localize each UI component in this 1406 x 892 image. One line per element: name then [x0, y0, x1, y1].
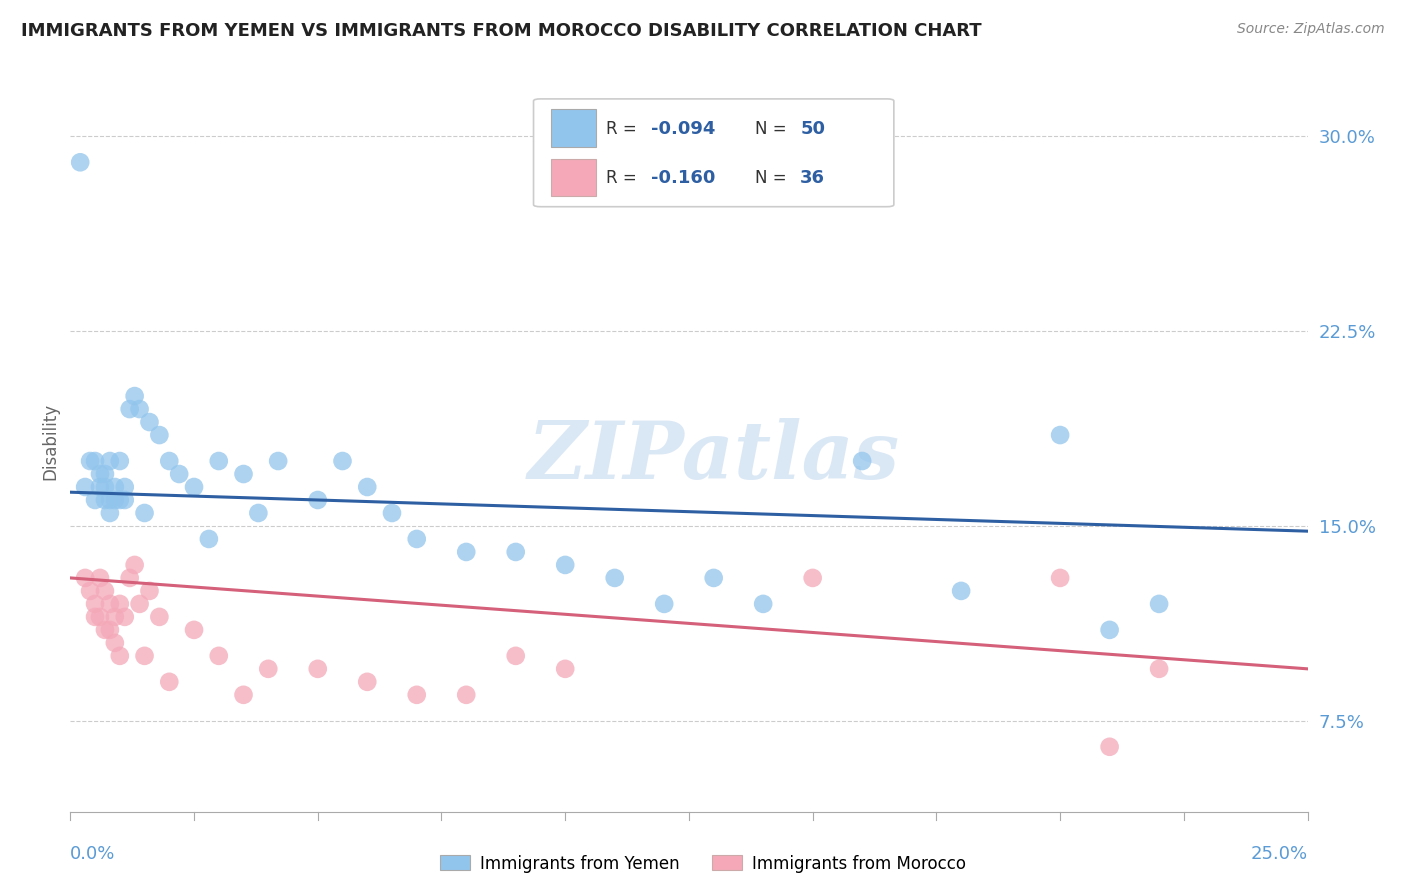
- Point: [89, 571, 111, 585]
- Legend: Immigrants from Yemen, Immigrants from Morocco: Immigrants from Yemen, Immigrants from M…: [433, 848, 973, 880]
- Point: [232, 467, 254, 481]
- Point: [603, 571, 626, 585]
- Point: [157, 454, 180, 468]
- Point: [183, 623, 205, 637]
- Point: [114, 610, 136, 624]
- Point: [307, 662, 329, 676]
- Point: [138, 583, 160, 598]
- Point: [104, 610, 127, 624]
- Point: [148, 610, 170, 624]
- Point: [1098, 739, 1121, 754]
- Point: [267, 454, 290, 468]
- Point: [1049, 428, 1071, 442]
- Point: [752, 597, 775, 611]
- Point: [1147, 597, 1170, 611]
- Point: [94, 623, 117, 637]
- Text: ZIPatlas: ZIPatlas: [527, 417, 900, 495]
- Point: [183, 480, 205, 494]
- Point: [94, 493, 117, 508]
- Point: [554, 558, 576, 572]
- Point: [381, 506, 404, 520]
- Point: [98, 454, 121, 468]
- Point: [79, 583, 101, 598]
- Point: [89, 610, 111, 624]
- Point: [79, 454, 101, 468]
- Point: [108, 454, 131, 468]
- Point: [118, 402, 141, 417]
- Point: [124, 389, 146, 403]
- Point: [138, 415, 160, 429]
- Point: [98, 623, 121, 637]
- Text: 25.0%: 25.0%: [1250, 846, 1308, 863]
- Point: [75, 571, 97, 585]
- Point: [114, 480, 136, 494]
- Point: [118, 571, 141, 585]
- Point: [405, 532, 427, 546]
- Point: [84, 493, 107, 508]
- Point: [257, 662, 280, 676]
- Point: [104, 480, 127, 494]
- Point: [505, 545, 527, 559]
- Point: [84, 454, 107, 468]
- Point: [108, 493, 131, 508]
- Point: [69, 155, 91, 169]
- Point: [232, 688, 254, 702]
- Point: [1049, 571, 1071, 585]
- Point: [167, 467, 190, 481]
- Point: [356, 480, 378, 494]
- Point: [405, 688, 427, 702]
- Point: [94, 467, 117, 481]
- Y-axis label: Disability: Disability: [41, 403, 59, 480]
- Point: [89, 467, 111, 481]
- Point: [124, 558, 146, 572]
- Point: [108, 597, 131, 611]
- Point: [89, 480, 111, 494]
- Point: [1147, 662, 1170, 676]
- Point: [98, 506, 121, 520]
- Point: [84, 597, 107, 611]
- Point: [851, 454, 873, 468]
- Point: [332, 454, 354, 468]
- Point: [801, 571, 824, 585]
- Point: [198, 532, 221, 546]
- Point: [208, 454, 231, 468]
- Point: [307, 493, 329, 508]
- Text: Source: ZipAtlas.com: Source: ZipAtlas.com: [1237, 22, 1385, 37]
- Point: [1098, 623, 1121, 637]
- Point: [157, 674, 180, 689]
- Point: [98, 493, 121, 508]
- Point: [456, 688, 478, 702]
- Point: [98, 597, 121, 611]
- Point: [94, 583, 117, 598]
- Point: [104, 493, 127, 508]
- Point: [356, 674, 378, 689]
- Point: [104, 636, 127, 650]
- Point: [652, 597, 675, 611]
- Point: [247, 506, 270, 520]
- Point: [208, 648, 231, 663]
- Point: [108, 648, 131, 663]
- Point: [703, 571, 725, 585]
- Point: [75, 480, 97, 494]
- Point: [148, 428, 170, 442]
- Point: [84, 610, 107, 624]
- Point: [94, 480, 117, 494]
- Point: [505, 648, 527, 663]
- Text: 0.0%: 0.0%: [70, 846, 115, 863]
- Point: [554, 662, 576, 676]
- Point: [950, 583, 973, 598]
- Point: [114, 493, 136, 508]
- Point: [134, 648, 156, 663]
- Text: IMMIGRANTS FROM YEMEN VS IMMIGRANTS FROM MOROCCO DISABILITY CORRELATION CHART: IMMIGRANTS FROM YEMEN VS IMMIGRANTS FROM…: [21, 22, 981, 40]
- Point: [128, 597, 150, 611]
- Point: [134, 506, 156, 520]
- Point: [128, 402, 150, 417]
- Point: [456, 545, 478, 559]
